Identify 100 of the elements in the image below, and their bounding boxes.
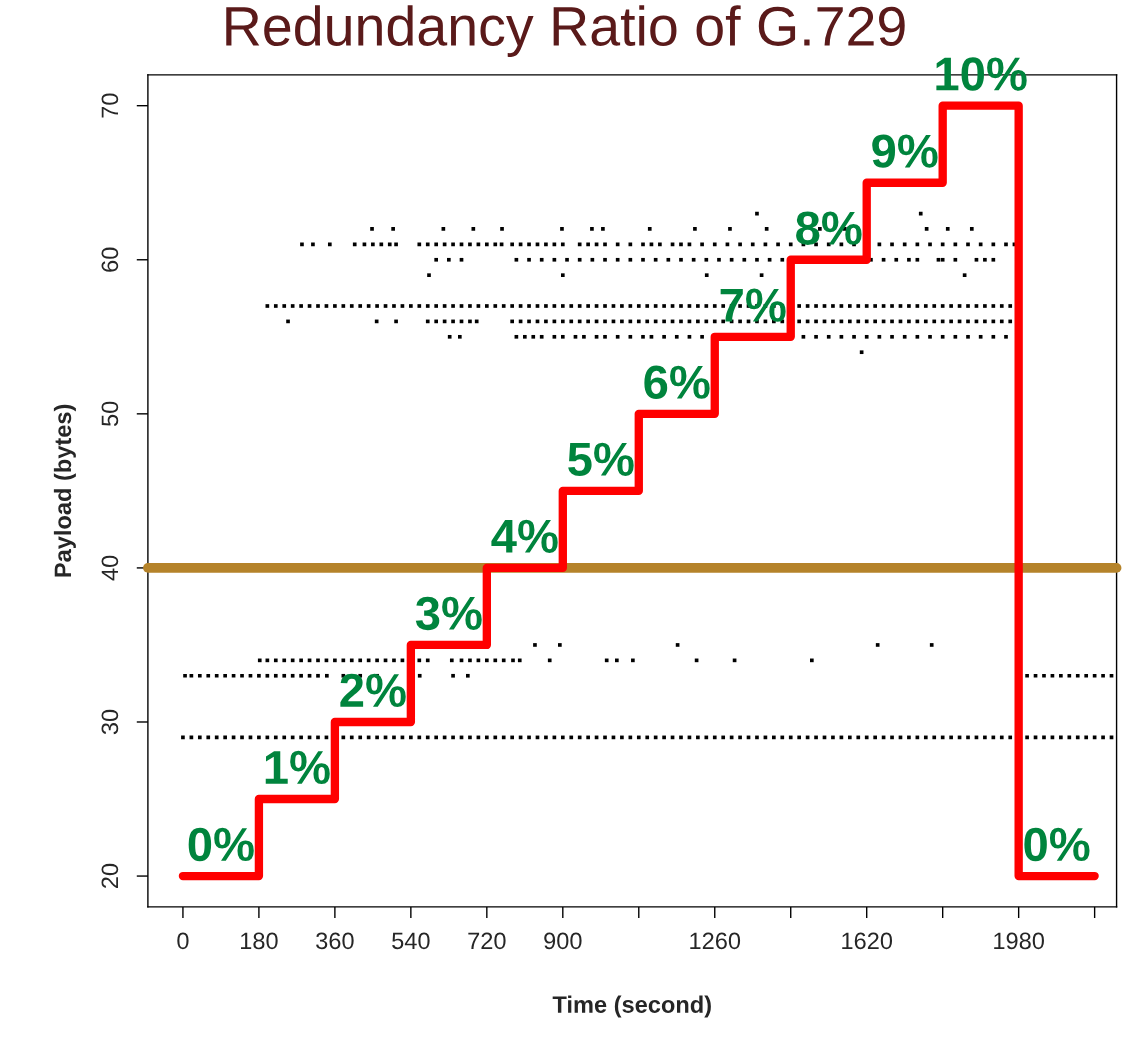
point — [674, 334, 679, 339]
x-tick-label: 1620 — [842, 932, 893, 950]
point — [451, 673, 455, 678]
point — [1042, 673, 1046, 678]
point — [1075, 673, 1080, 678]
point — [1004, 334, 1008, 339]
point — [290, 673, 295, 678]
point — [704, 257, 709, 262]
point — [647, 227, 652, 231]
annotation: 6% — [644, 365, 710, 399]
point — [679, 257, 683, 262]
annotation: 4% — [491, 519, 558, 553]
point — [457, 334, 462, 339]
point — [560, 227, 564, 231]
point — [558, 643, 562, 647]
point — [206, 673, 211, 678]
point — [700, 334, 704, 339]
point — [282, 673, 287, 678]
point — [565, 257, 569, 262]
x-tick-label: 1260 — [690, 932, 741, 950]
y-tick-label: 40 — [101, 555, 119, 581]
point — [560, 273, 565, 278]
point — [742, 257, 747, 262]
point — [826, 334, 831, 339]
x-tick-label: 360 — [316, 932, 354, 950]
y-tick-label: 30 — [101, 709, 119, 735]
point — [325, 673, 329, 678]
annotation: 3% — [415, 596, 482, 631]
point — [214, 673, 219, 678]
point — [531, 334, 536, 339]
point — [717, 257, 721, 262]
point — [273, 673, 278, 678]
x-tick-label: 180 — [241, 932, 278, 950]
point — [704, 273, 709, 278]
point — [582, 334, 586, 339]
x-tick-label: 900 — [544, 932, 582, 950]
point — [940, 334, 945, 339]
x-tick-label: 0 — [177, 932, 189, 950]
point — [693, 227, 697, 231]
point — [978, 334, 983, 339]
point — [864, 334, 869, 339]
point — [991, 257, 996, 262]
annotation: 2% — [340, 673, 406, 708]
point — [447, 257, 451, 262]
point — [615, 257, 620, 262]
point — [615, 334, 620, 339]
point — [197, 673, 202, 678]
point — [466, 673, 470, 678]
point — [471, 227, 476, 231]
point — [928, 334, 932, 339]
point — [590, 227, 594, 231]
annotation: 0% — [188, 827, 254, 862]
annotation: 0% — [1024, 827, 1090, 862]
y-tick-label: 20 — [101, 863, 119, 889]
point — [814, 334, 818, 339]
point — [434, 257, 439, 262]
x-tick-label: 1980 — [994, 932, 1044, 950]
point — [1059, 673, 1063, 678]
point — [907, 257, 911, 262]
x-tick-label: 720 — [468, 932, 506, 950]
chart-title: Redundancy Ratio of G.729 — [226, 5, 905, 57]
point — [603, 257, 607, 262]
point — [299, 673, 303, 678]
point — [427, 273, 431, 278]
point — [183, 673, 187, 678]
point — [902, 334, 907, 339]
point — [522, 334, 527, 339]
point — [641, 334, 645, 339]
point — [500, 227, 504, 231]
point — [1084, 673, 1089, 678]
point — [316, 673, 320, 678]
y-tick-label: 60 — [101, 247, 119, 272]
point — [728, 227, 732, 231]
point — [966, 334, 970, 339]
point — [945, 227, 950, 231]
annotation: 7% — [720, 288, 786, 322]
point — [940, 257, 945, 262]
point — [653, 257, 658, 262]
point — [257, 673, 261, 678]
point — [662, 334, 666, 339]
y-tick-label: 50 — [101, 401, 119, 427]
point — [577, 257, 582, 262]
point — [417, 673, 422, 678]
point — [894, 257, 899, 262]
point — [1025, 673, 1029, 678]
point — [983, 257, 987, 262]
point — [539, 334, 544, 339]
point — [240, 673, 244, 678]
point — [852, 334, 856, 339]
point — [533, 643, 537, 647]
point — [929, 643, 934, 647]
annotation: 9% — [872, 134, 938, 168]
point — [969, 227, 974, 231]
point — [603, 334, 607, 339]
x-axis-title: Time (second) — [552, 995, 711, 1018]
point — [666, 257, 671, 262]
point — [755, 257, 759, 262]
point — [764, 227, 769, 231]
point — [391, 227, 395, 231]
point — [641, 257, 645, 262]
